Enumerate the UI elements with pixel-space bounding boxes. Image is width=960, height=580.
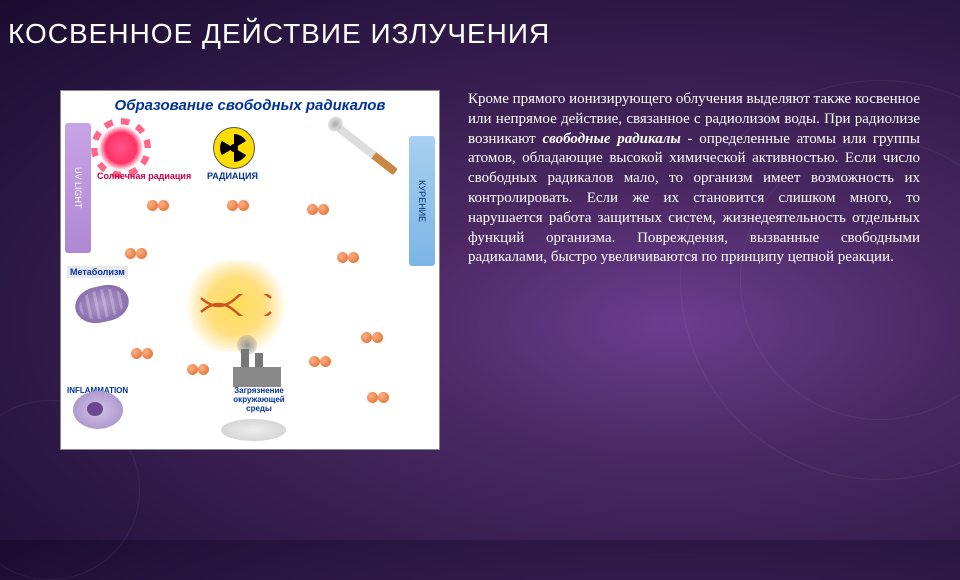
- diagram-title: Образование свободных радикалов: [61, 91, 439, 116]
- radical-molecule: [147, 199, 169, 213]
- pollution-label: Загрязнение окружающей среды: [229, 387, 289, 413]
- radiation-label: РАДИАЦИЯ: [207, 171, 258, 181]
- paragraph-bold: свободные радикалы: [542, 131, 680, 147]
- radical-molecule: [309, 355, 331, 369]
- radical-molecule: [367, 391, 389, 405]
- pollution-factory-icon: [233, 347, 281, 387]
- solar-radiation-icon: [99, 126, 143, 170]
- radical-molecule: [307, 203, 329, 217]
- white-bloodcell-icon: [221, 419, 286, 441]
- cigarette-icon: [336, 125, 398, 176]
- dna-helix-icon: [199, 294, 273, 316]
- radical-molecule: [227, 199, 249, 213]
- free-radicals-diagram: Образование свободных радикалов UV LIGHT…: [60, 90, 440, 450]
- radical-molecule: [337, 251, 359, 265]
- dna-damage-burst: [191, 276, 281, 336]
- smoking-strip: КУРЕНИЕ: [409, 136, 435, 266]
- solar-radiation-label: Солнечная радиация: [97, 171, 191, 181]
- radical-molecule: [125, 247, 147, 261]
- cell-icon: [73, 391, 123, 429]
- radical-molecule: [187, 363, 209, 377]
- metabolism-label: Метаболизм: [67, 266, 128, 278]
- radical-molecule: [361, 331, 383, 345]
- radiation-hazard-icon: [213, 127, 255, 169]
- mitochondria-icon: [72, 281, 132, 327]
- slide-title: КОСВЕННОЕ ДЕЙСТВИЕ ИЗЛУЧЕНИЯ: [0, 0, 960, 50]
- uv-light-strip: UV LIGHT: [65, 123, 91, 253]
- radical-molecule: [131, 347, 153, 361]
